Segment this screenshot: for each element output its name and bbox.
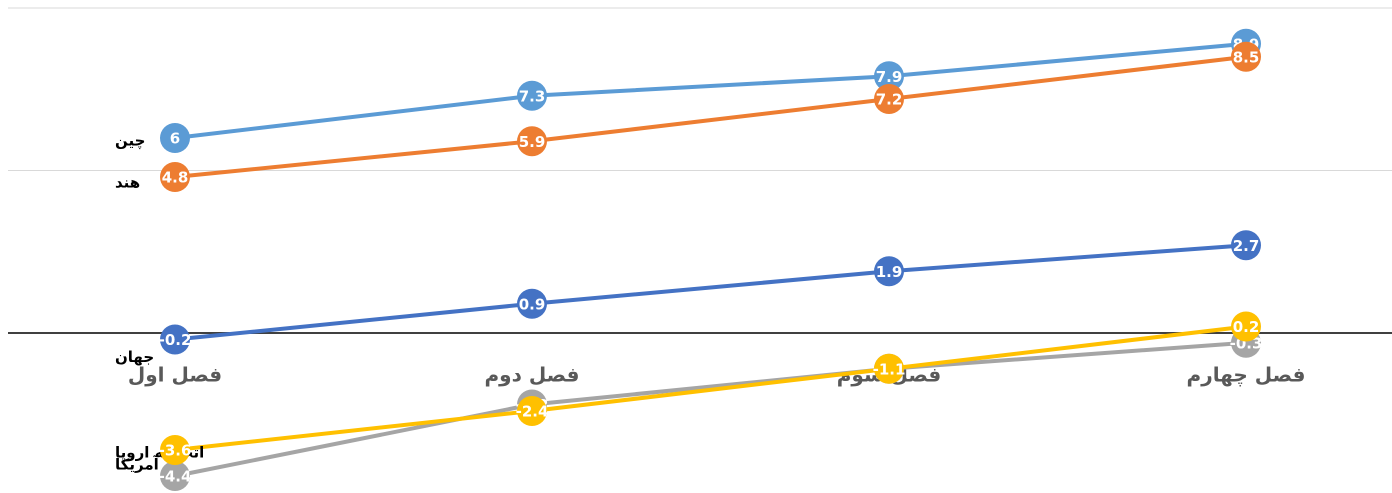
point bbox=[160, 123, 190, 153]
data-label: -1.1 bbox=[873, 360, 906, 378]
point bbox=[160, 461, 190, 491]
x-tick-label: فصل دوم bbox=[485, 363, 580, 387]
data-label: 1.9 bbox=[876, 263, 903, 281]
data-label: 7.2 bbox=[876, 91, 903, 109]
point bbox=[874, 61, 904, 92]
point bbox=[160, 324, 190, 355]
data-label: -3.6 bbox=[159, 442, 192, 460]
series-name: چین bbox=[115, 132, 145, 151]
x-tick-label: فصل چهارم bbox=[1187, 363, 1306, 388]
data-label: 4.8 bbox=[162, 169, 189, 187]
data-label: 0.2 bbox=[1233, 318, 1260, 336]
point bbox=[874, 353, 904, 384]
data-label: 7.3 bbox=[519, 87, 546, 105]
point bbox=[160, 435, 190, 465]
point bbox=[874, 256, 904, 287]
point bbox=[1231, 41, 1261, 72]
series-line bbox=[174, 54, 1247, 179]
point bbox=[517, 396, 547, 426]
point bbox=[517, 80, 547, 111]
series-line bbox=[174, 324, 1247, 452]
point bbox=[874, 84, 904, 114]
data-label: 8.5 bbox=[1233, 48, 1260, 66]
series-name: هند bbox=[115, 174, 140, 192]
series-name: آمریکا bbox=[115, 456, 160, 474]
data-label: 5.9 bbox=[519, 133, 546, 151]
data-label: -2.4 bbox=[516, 403, 549, 421]
point bbox=[1231, 230, 1261, 261]
series-line bbox=[174, 243, 1247, 342]
data-label: 7.9 bbox=[876, 68, 903, 86]
point bbox=[517, 288, 547, 319]
point bbox=[517, 126, 547, 157]
data-label: 0.9 bbox=[519, 295, 546, 313]
x-tick-label: فصل اول bbox=[128, 363, 222, 387]
series-name: جهان bbox=[115, 348, 154, 366]
series-line bbox=[174, 340, 1247, 478]
data-label: 2.7 bbox=[1233, 237, 1260, 255]
point bbox=[1231, 311, 1261, 342]
point bbox=[160, 162, 190, 192]
series-line bbox=[174, 41, 1247, 140]
data-label: -4.4 bbox=[159, 468, 192, 486]
data-label: 6 bbox=[170, 130, 180, 148]
data-label: -0.2 bbox=[159, 331, 192, 349]
